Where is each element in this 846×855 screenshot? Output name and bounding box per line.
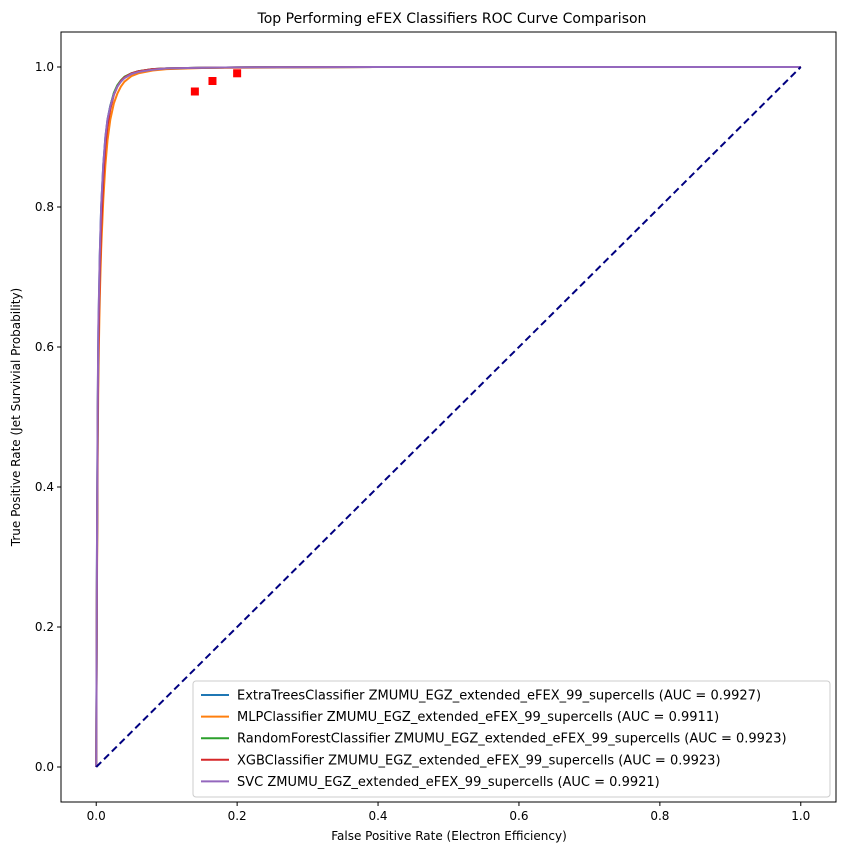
x-tick-label-2: 0.4 [368, 809, 387, 823]
x-axis-label: False Positive Rate (Electron Efficiency… [331, 829, 567, 843]
x-axis-ticks: 0.0 0.2 0.4 0.6 0.8 1.0 [87, 802, 810, 823]
diagonal-reference-line [95, 66, 802, 768]
y-tick-label-5: 1.0 [35, 60, 54, 74]
x-tick-label-4: 0.8 [650, 809, 669, 823]
chart-title: Top Performing eFEX Classifiers ROC Curv… [257, 11, 647, 27]
legend: ExtraTreesClassifier ZMUMU_EGZ_extended_… [192, 680, 831, 798]
plot-area [60, 31, 837, 803]
x-tick-label-1: 0.2 [228, 809, 247, 823]
legend-entry-1: MLPClassifier ZMUMU_EGZ_extended_eFEX_99… [237, 710, 719, 725]
series-line-4 [95, 66, 801, 768]
marker-point-2 [233, 69, 242, 78]
legend-entry-4: SVC ZMUMU_EGZ_extended_eFEX_99_supercell… [237, 775, 660, 790]
marker-point-0 [190, 87, 199, 96]
legend-entry-3: XGBClassifier ZMUMU_EGZ_extended_eFEX_99… [237, 753, 721, 768]
axes-frame [60, 31, 837, 803]
y-axis-ticks: 0.0 0.2 0.4 0.6 0.8 1.0 [35, 60, 61, 774]
x-tick-label-0: 0.0 [87, 809, 106, 823]
y-tick-label-3: 0.6 [35, 340, 54, 354]
legend-entry-0: ExtraTreesClassifier ZMUMU_EGZ_extended_… [237, 689, 761, 704]
legend-entry-2: RandomForestClassifier ZMUMU_EGZ_extende… [237, 732, 787, 747]
y-axis-label: True Positive Rate (Jet Survivial Probab… [9, 288, 23, 547]
legend-box [192, 680, 831, 798]
marker-point-1 [208, 77, 217, 85]
y-tick-label-2: 0.4 [35, 480, 54, 494]
y-tick-label-0: 0.0 [35, 760, 54, 774]
x-tick-label-3: 0.6 [509, 809, 528, 823]
y-tick-label-1: 0.2 [35, 620, 54, 634]
y-tick-label-4: 0.8 [35, 200, 54, 214]
x-tick-label-5: 1.0 [791, 809, 810, 823]
